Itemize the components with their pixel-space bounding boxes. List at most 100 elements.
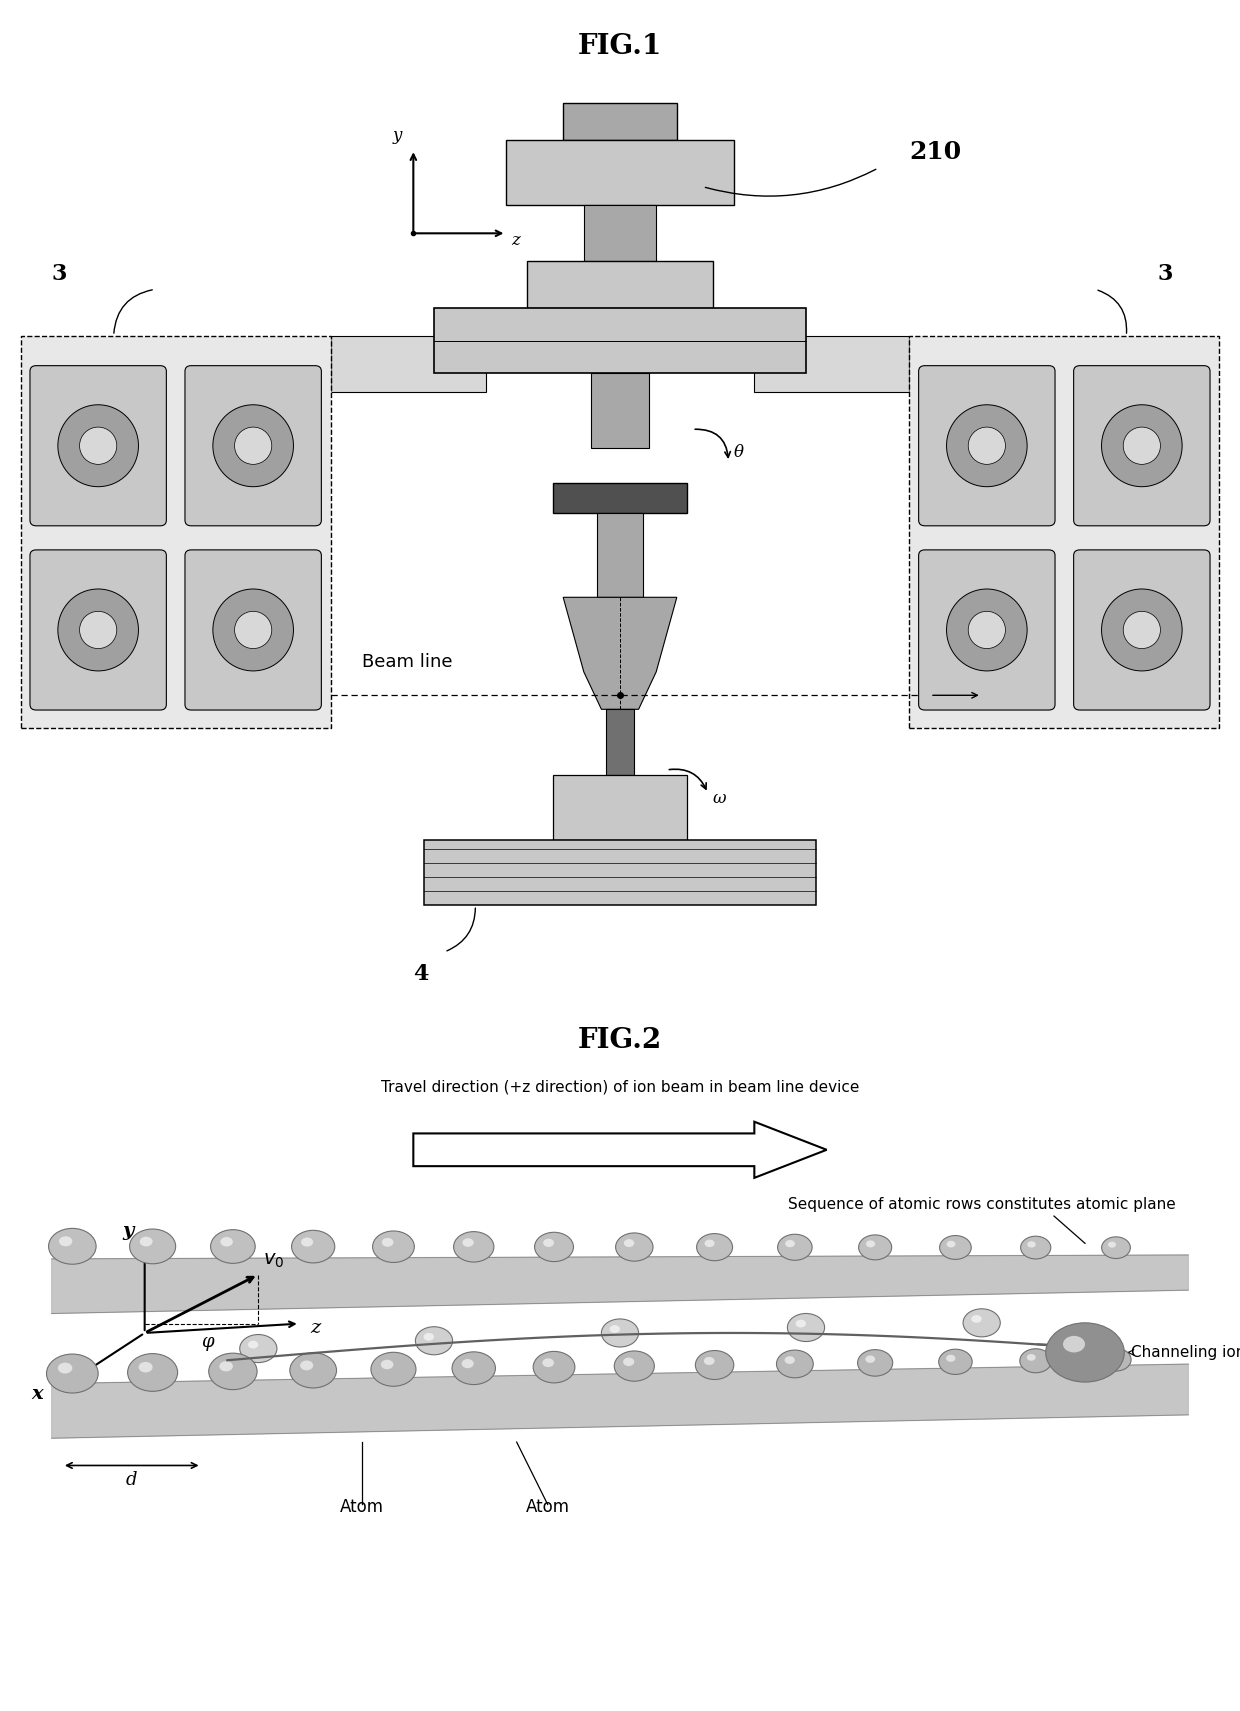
Bar [434,308,806,373]
Bar [331,335,486,392]
Circle shape [382,1237,393,1247]
Circle shape [866,1240,875,1247]
Circle shape [776,1350,813,1377]
Text: z: z [511,231,521,248]
Circle shape [1019,1348,1052,1372]
Bar [21,335,331,727]
Circle shape [129,1228,176,1264]
FancyBboxPatch shape [1074,549,1210,710]
Circle shape [1107,1353,1116,1360]
Circle shape [291,1230,335,1263]
Ellipse shape [234,611,272,648]
Circle shape [1101,1237,1131,1259]
Circle shape [211,1230,255,1263]
Bar [424,840,816,905]
Ellipse shape [946,406,1027,486]
Circle shape [128,1353,177,1391]
Ellipse shape [79,611,117,648]
Text: d: d [126,1471,138,1489]
Circle shape [614,1352,655,1381]
Bar [598,513,642,597]
Circle shape [1101,1348,1131,1371]
Bar [553,775,687,840]
Circle shape [139,1362,153,1372]
Ellipse shape [1101,589,1182,671]
Circle shape [785,1357,795,1364]
Text: 3: 3 [1157,263,1173,286]
Circle shape [785,1240,795,1247]
Circle shape [704,1357,714,1365]
Text: Beam line: Beam line [362,654,453,671]
Ellipse shape [968,428,1006,464]
Circle shape [1109,1242,1116,1247]
Ellipse shape [1123,611,1161,648]
Circle shape [300,1360,314,1371]
FancyBboxPatch shape [30,549,166,710]
Bar [605,710,635,775]
Circle shape [463,1239,474,1247]
Text: FIG.2: FIG.2 [578,1027,662,1054]
Circle shape [787,1314,825,1341]
FancyBboxPatch shape [1074,366,1210,525]
Circle shape [624,1239,635,1247]
Circle shape [963,1309,1001,1336]
Text: 210: 210 [909,140,961,164]
Circle shape [543,1239,554,1247]
Circle shape [542,1359,554,1367]
Circle shape [622,1357,635,1365]
Polygon shape [52,1364,1188,1439]
Bar [591,373,649,448]
Text: φ: φ [201,1333,215,1352]
Text: z: z [310,1319,320,1336]
Circle shape [697,1234,733,1261]
Circle shape [219,1362,233,1372]
FancyBboxPatch shape [919,549,1055,710]
Text: 3: 3 [52,263,67,286]
Polygon shape [52,1256,1188,1314]
Text: 4: 4 [413,963,429,986]
FancyBboxPatch shape [919,366,1055,525]
Circle shape [140,1237,153,1246]
Circle shape [533,1352,575,1382]
Text: FIG.1: FIG.1 [578,33,662,60]
Circle shape [1027,1240,1035,1247]
Ellipse shape [1123,428,1161,464]
Circle shape [371,1352,415,1386]
FancyBboxPatch shape [185,549,321,710]
Text: Atom: Atom [526,1499,569,1516]
Circle shape [48,1228,97,1264]
Ellipse shape [1101,406,1182,486]
Text: Channeling ion: Channeling ion [1131,1345,1240,1360]
Bar [506,140,734,205]
FancyArrow shape [413,1122,827,1177]
Circle shape [1021,1235,1050,1259]
Circle shape [696,1350,734,1379]
Circle shape [301,1237,314,1247]
Bar [527,262,713,308]
Text: ω: ω [713,789,727,806]
Text: θ: θ [734,445,744,462]
Circle shape [939,1350,972,1374]
Text: $\boldsymbol{v_0}$: $\boldsymbol{v_0}$ [263,1251,285,1270]
Circle shape [1027,1353,1035,1360]
Circle shape [946,1240,956,1247]
Ellipse shape [213,406,294,486]
Circle shape [415,1326,453,1355]
Text: Atom: Atom [340,1499,383,1516]
Ellipse shape [968,611,1006,648]
Circle shape [454,1232,494,1263]
Bar [584,205,656,262]
Bar [754,335,909,392]
Circle shape [615,1234,653,1261]
Circle shape [60,1237,72,1246]
Circle shape [239,1335,277,1362]
Circle shape [381,1360,393,1369]
Text: y: y [122,1222,134,1239]
Circle shape [866,1355,875,1364]
Circle shape [971,1316,982,1323]
Circle shape [453,1352,496,1384]
Circle shape [372,1230,414,1263]
Ellipse shape [58,406,139,486]
Circle shape [777,1234,812,1261]
Ellipse shape [234,428,272,464]
